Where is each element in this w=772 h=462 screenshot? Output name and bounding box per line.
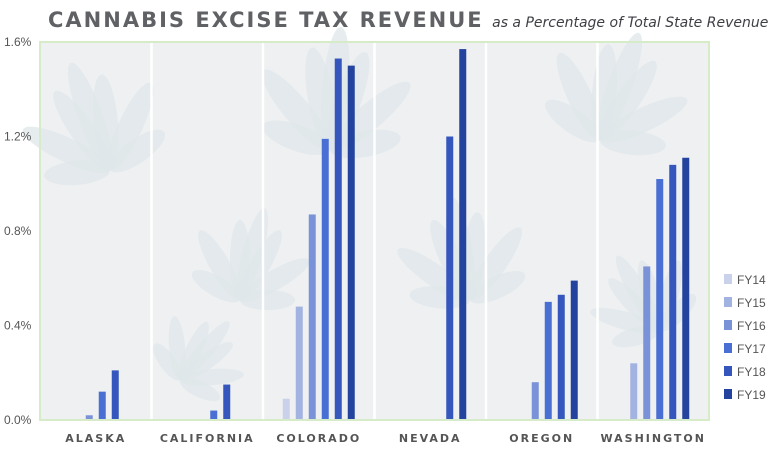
leaf-blade bbox=[545, 99, 601, 143]
leaf-blade bbox=[198, 230, 242, 301]
x-category-label: OREGON bbox=[509, 432, 574, 445]
leaf-blade bbox=[599, 130, 666, 156]
bar-fy19-washington bbox=[682, 157, 690, 420]
legend-swatch-fy16 bbox=[724, 320, 732, 330]
bar-series bbox=[85, 49, 690, 421]
leaf-blade bbox=[329, 129, 401, 159]
bar-fy17-alaska bbox=[98, 391, 106, 420]
leaf-shape bbox=[545, 32, 688, 156]
leaf-blade bbox=[107, 82, 154, 171]
x-axis: ALASKA CALIFORNIA COLORADO NEVADA OREGON WASH… bbox=[65, 432, 706, 445]
bar-fy19-oregon bbox=[570, 280, 578, 420]
legend-label-fy15: FY15 bbox=[737, 296, 766, 310]
y-tick-label: 0.4% bbox=[4, 319, 32, 333]
x-category-label: NEVADA bbox=[399, 432, 462, 445]
legend-swatch-fy19 bbox=[724, 389, 732, 399]
leaf-blade bbox=[469, 271, 526, 304]
legend-swatch-fy14 bbox=[724, 274, 732, 284]
category-dividers bbox=[150, 42, 599, 420]
plot-frame bbox=[39, 41, 710, 421]
x-category-label: COLORADO bbox=[276, 432, 361, 445]
bar-fy16-alaska bbox=[85, 415, 93, 420]
legend-label-fy17: FY17 bbox=[737, 342, 766, 356]
y-tick-label: 0.0% bbox=[4, 413, 32, 427]
legend-label-fy18: FY18 bbox=[737, 365, 766, 379]
y-tick-label: 1.6% bbox=[4, 35, 32, 49]
cannabis-leaf-watermark bbox=[22, 26, 697, 402]
bar-fy17-washington bbox=[656, 179, 664, 420]
title-row: CANNABIS EXCISE TAX REVENUE as a Percent… bbox=[48, 8, 768, 32]
legend-swatch-fy15 bbox=[724, 297, 732, 307]
y-axis: 0.0% 0.4% 0.8% 1.2% 1.6% bbox=[4, 35, 32, 427]
legend-label-fy19: FY19 bbox=[737, 388, 766, 402]
bar-fy16-colorado bbox=[308, 214, 316, 420]
bar-fy16-oregon bbox=[531, 382, 539, 420]
bar-fy17-colorado bbox=[321, 138, 329, 421]
leaf-blade bbox=[590, 307, 661, 334]
legend-swatch-fy18 bbox=[724, 366, 732, 376]
bar-fy16-washington bbox=[643, 266, 651, 420]
x-category-label: CALIFORNIA bbox=[160, 432, 255, 445]
bar-fy17-oregon bbox=[544, 301, 552, 420]
leaf-blade bbox=[261, 69, 332, 151]
leaf-shape bbox=[261, 26, 411, 159]
bar-fy18-colorado bbox=[334, 58, 342, 420]
leaf-blade bbox=[236, 208, 268, 301]
leaf-blade bbox=[468, 227, 523, 301]
leaf-blade bbox=[67, 62, 114, 171]
leaf-shape bbox=[153, 316, 244, 402]
bar-fy18-oregon bbox=[557, 294, 565, 420]
bar-fy18-washington bbox=[669, 164, 677, 420]
chart-subtitle: as a Percentage of Total State Revenue bbox=[492, 15, 769, 31]
leaf-blade bbox=[179, 377, 221, 402]
chart-title: CANNABIS EXCISE TAX REVENUE bbox=[48, 8, 484, 32]
leaf-blade bbox=[179, 321, 230, 381]
bar-fy18-nevada bbox=[446, 136, 454, 420]
bar-fy18-alaska bbox=[111, 370, 119, 420]
bar-fy18-california bbox=[223, 384, 231, 420]
legend-label-fy16: FY16 bbox=[737, 319, 766, 333]
leaf-blade bbox=[556, 52, 603, 141]
y-tick-label: 1.2% bbox=[4, 130, 32, 144]
y-tick-label: 0.8% bbox=[4, 224, 32, 238]
bar-fy15-colorado bbox=[295, 306, 303, 420]
leaf-blade bbox=[191, 270, 241, 303]
legend-label-fy14: FY14 bbox=[737, 273, 766, 287]
x-category-label: ALASKA bbox=[65, 432, 126, 445]
legend-swatch-fy17 bbox=[724, 343, 732, 353]
bar-fy17-california bbox=[210, 410, 218, 420]
legend: FY14 FY15 FY16 FY17 FY18 FY19 bbox=[724, 273, 766, 402]
leaf-blade bbox=[240, 290, 295, 310]
bar-fy19-nevada bbox=[459, 49, 467, 421]
leaf-blade bbox=[22, 126, 111, 173]
leaf-shape bbox=[22, 62, 165, 186]
x-category-label: WASHINGTON bbox=[601, 432, 706, 445]
bar-fy14-colorado bbox=[282, 398, 290, 420]
bar-fy15-washington bbox=[630, 363, 638, 420]
leaf-blade bbox=[262, 120, 331, 156]
leaf-blade bbox=[596, 32, 643, 141]
leaf-shape bbox=[191, 208, 310, 310]
bar-fy19-colorado bbox=[347, 65, 355, 420]
